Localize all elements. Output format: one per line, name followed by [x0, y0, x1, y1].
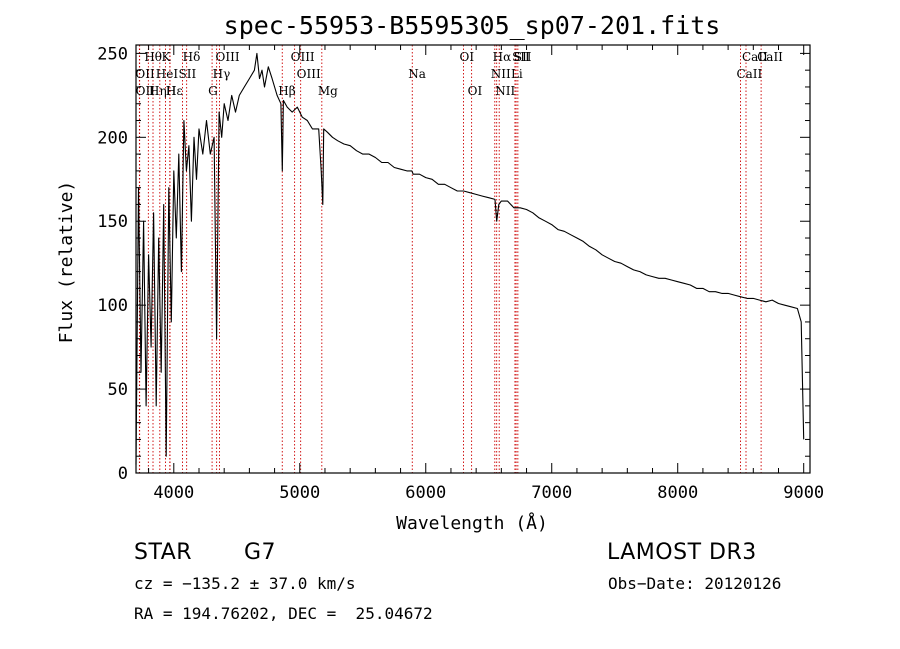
line-label: OIII: [216, 50, 240, 64]
line-label: Hθ: [144, 50, 162, 64]
line-label: Hδ: [183, 50, 201, 64]
line-label: Mg: [318, 84, 338, 98]
line-label: OI: [460, 50, 475, 64]
line-label: OI: [468, 84, 483, 98]
line-label: CaII: [742, 50, 768, 64]
line-label: NII: [491, 67, 511, 81]
line-label: SII: [512, 50, 530, 64]
y-tick-label: 150: [97, 212, 128, 232]
line-label: G: [208, 84, 218, 98]
object-subclass: G7: [244, 540, 277, 565]
x-axis-label: Wavelength (Å): [396, 512, 548, 534]
coordinates: RA = 194.76202, DEC = 25.04672: [134, 604, 433, 623]
survey-name: LAMOST DR3: [607, 540, 757, 565]
line-label: Hα: [493, 50, 512, 64]
line-label: HeI: [156, 67, 179, 81]
line-label: OIII: [297, 67, 321, 81]
line-label: OII: [136, 84, 156, 98]
line-label: Hε: [166, 84, 183, 98]
line-label: K: [161, 50, 171, 64]
line-label: SII: [514, 50, 532, 64]
y-tick-label: 100: [97, 296, 128, 316]
y-tick-label: 50: [108, 380, 128, 400]
y-tick-label: 0: [118, 464, 128, 484]
flux-series-line: [135, 52, 805, 465]
x-tick-label: 6000: [405, 483, 446, 503]
x-tick-label: 9000: [783, 483, 824, 503]
line-label: NII: [495, 84, 515, 98]
line-label: Hη: [149, 84, 167, 98]
line-label: Hβ: [278, 84, 295, 98]
line-label: Na: [408, 67, 426, 81]
line-label: Li: [511, 67, 523, 81]
y-axis-label: Flux (relative): [56, 181, 77, 344]
spectral-line-markers: [138, 45, 762, 473]
x-tick-label: 5000: [279, 483, 320, 503]
chart-title: spec-55953-B5595305_sp07-201.fits: [224, 11, 721, 40]
y-tick-label: 200: [97, 128, 128, 148]
y-tick-label: 250: [97, 44, 128, 64]
axis-ticks: 4000 5000 6000 7000 8000 9000 0 50 100 150 200 250: [97, 44, 824, 503]
redshift-velocity: cz = −135.2 ± 37.0 km/s: [134, 574, 356, 593]
object-class: STAR: [134, 540, 193, 565]
x-tick-label: 8000: [657, 483, 698, 503]
line-label: Hγ: [213, 67, 231, 81]
plot-frame: [135, 44, 811, 474]
x-tick-label: 7000: [531, 483, 572, 503]
line-label: CaII: [757, 50, 783, 64]
line-label: CaII: [736, 67, 762, 81]
line-label: OIII: [291, 50, 315, 64]
x-tick-label: 4000: [153, 483, 194, 503]
line-label: H: [166, 84, 176, 98]
line-label: SII: [178, 67, 196, 81]
observation-date: Obs−Date: 20120126: [608, 574, 782, 593]
line-label: OII: [135, 67, 155, 81]
